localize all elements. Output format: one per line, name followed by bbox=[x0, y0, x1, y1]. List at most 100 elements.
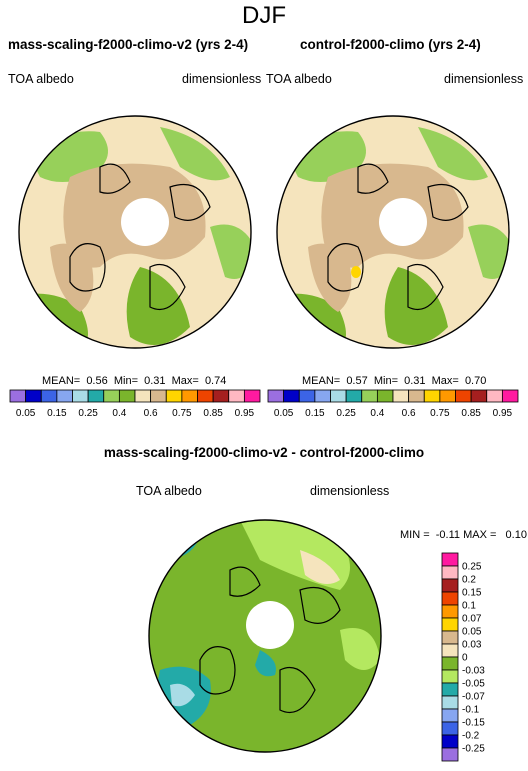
diff-colorbar-swatch bbox=[441, 604, 459, 619]
map-panel2 bbox=[276, 115, 510, 349]
colorbar1-swatch bbox=[228, 389, 245, 403]
panel1-variable-label: TOA albedo bbox=[8, 72, 74, 86]
map1-coastline bbox=[149, 263, 186, 311]
panel2-stats: MEAN= 0.57 Min= 0.31 Max= 0.70 bbox=[302, 375, 487, 387]
colorbar2-swatch bbox=[455, 389, 472, 403]
colorbar1-swatch bbox=[87, 389, 105, 403]
map2-coastline bbox=[407, 263, 444, 311]
diff-colorbar-swatch bbox=[441, 565, 459, 580]
diff-colorbar-swatch bbox=[441, 747, 459, 762]
diff-panel-title: mass-scaling-f2000-climo-v2 - control-f2… bbox=[103, 445, 425, 460]
colorbar1-swatch bbox=[72, 389, 89, 403]
colorbar1-tick-label: 0.6 bbox=[144, 408, 158, 419]
colorbar1-swatch bbox=[165, 389, 183, 403]
map1-green-region bbox=[210, 224, 251, 279]
diff-boundary bbox=[148, 519, 382, 753]
diff-coastline bbox=[299, 586, 341, 624]
diff-colorbar-tick-label: -0.03 bbox=[462, 666, 485, 677]
map2-tan-region bbox=[308, 243, 352, 312]
map1-tan-region bbox=[50, 243, 94, 312]
diff-units-label: dimensionless bbox=[310, 484, 390, 498]
colorbar1-swatch bbox=[150, 389, 167, 403]
diff-colorbar-swatch bbox=[441, 669, 459, 684]
colorbar2-tick-label: 0.25 bbox=[336, 408, 356, 419]
diff-colorbar-tick-label: 0.1 bbox=[462, 601, 476, 612]
map2-coastline bbox=[357, 163, 389, 194]
colorbar1-tick-label: 0.05 bbox=[16, 408, 36, 419]
colorbar-diff: 0.25 0.2 0.15 0.1 0.07 0.05 0.03 0 -0.03 -0.05 -0.… bbox=[441, 552, 485, 762]
colorbar1-swatch bbox=[56, 389, 73, 403]
colorbar2-tick-label: 0.75 bbox=[430, 408, 450, 419]
colorbar2-tick-label: 0.05 bbox=[274, 408, 294, 419]
map2-boundary bbox=[276, 115, 510, 349]
diff-lightgreen-region bbox=[340, 628, 380, 670]
colorbar2-swatch bbox=[314, 389, 331, 403]
colorbar2-swatch bbox=[470, 389, 488, 403]
diff-coastline bbox=[279, 666, 316, 714]
diff-colorbar-swatch bbox=[441, 656, 459, 671]
colorbar2-swatch bbox=[501, 389, 519, 403]
colorbar1-tick-label: 0.95 bbox=[235, 408, 255, 419]
diff-polar-gap bbox=[246, 601, 294, 649]
colorbar2-tick-label: 0.15 bbox=[305, 408, 325, 419]
diff-colorbar-tick-label: 0.2 bbox=[462, 575, 476, 586]
colorbar1-swatch bbox=[181, 389, 198, 403]
map-diff-panel bbox=[148, 519, 382, 753]
panel2-title: control-f2000-climo (yrs 2-4) bbox=[300, 37, 481, 52]
colorbar1-swatch bbox=[197, 389, 214, 403]
diff-coastline bbox=[199, 646, 236, 695]
map2-yellow-spot bbox=[351, 266, 361, 278]
colorbar1-tick-label: 0.25 bbox=[78, 408, 98, 419]
colorbar1-swatch bbox=[103, 389, 120, 403]
diff-colorbar-tick-label: 0.15 bbox=[462, 588, 482, 599]
map1-polar-gap bbox=[121, 198, 169, 246]
diff-colorbar-swatch bbox=[441, 578, 459, 593]
map2-coastline bbox=[327, 243, 364, 292]
map1-boundary bbox=[18, 115, 252, 349]
diff-colorbar-tick-label: -0.25 bbox=[462, 744, 485, 755]
diff-colorbar-swatch bbox=[441, 695, 459, 710]
colorbar2-swatch bbox=[408, 389, 425, 403]
panel1-title: mass-scaling-f2000-climo-v2 (yrs 2-4) bbox=[8, 37, 249, 52]
diff-colorbar-tick-label: 0.03 bbox=[462, 640, 482, 651]
panel1-units-label: dimensionless bbox=[182, 72, 262, 86]
colorbar2-swatch bbox=[392, 389, 410, 403]
diff-colorbar-swatch bbox=[441, 630, 459, 645]
colorbar2-swatch bbox=[486, 389, 503, 403]
colorbar2-swatch bbox=[330, 389, 347, 403]
diff-colorbar-swatch bbox=[441, 708, 459, 723]
map2-green-region bbox=[384, 267, 448, 345]
diff-colorbar-swatch bbox=[441, 721, 459, 736]
colorbar1-tick-label: 0.4 bbox=[112, 408, 126, 419]
diff-colorbar-tick-label: 0 bbox=[462, 653, 468, 664]
colorbar2-swatch bbox=[345, 389, 363, 403]
colorbar2-swatch bbox=[439, 389, 456, 403]
diff-coastline bbox=[229, 566, 261, 597]
diff-colorbar-tick-label: -0.05 bbox=[462, 679, 485, 690]
diff-colorbar-tick-label: 0.25 bbox=[462, 562, 482, 573]
colorbar1-swatch bbox=[243, 389, 261, 403]
panel2-variable-label: TOA albedo bbox=[266, 72, 332, 86]
diff-colorbar-tick-label: -0.1 bbox=[462, 705, 480, 716]
diff-colorbar-swatch bbox=[441, 552, 459, 567]
diff-colorbar-tick-label: 0.05 bbox=[462, 627, 482, 638]
colorbar2-swatch bbox=[267, 389, 285, 403]
map1-coastline bbox=[169, 183, 211, 221]
colorbar1-swatch bbox=[40, 389, 58, 403]
diff-colorbar-tick-label: -0.07 bbox=[462, 692, 485, 703]
map2-polar-gap bbox=[379, 198, 427, 246]
colorbar2-swatch bbox=[376, 389, 394, 403]
colorbar1-tick-label: 0.15 bbox=[47, 408, 67, 419]
map1-green-region bbox=[126, 267, 190, 345]
map2-green-region bbox=[468, 224, 509, 279]
colorbar1-swatch bbox=[118, 389, 136, 403]
diff-lightblue-region bbox=[170, 683, 195, 707]
figure-title: DJF bbox=[242, 2, 286, 29]
diff-teal-region bbox=[255, 650, 276, 677]
diff-colorbar-tick-label: -0.2 bbox=[462, 731, 480, 742]
colorbar2-swatch bbox=[423, 389, 441, 403]
colorbar-panel1: 0.05 0.15 0.25 0.4 0.6 0.75 0.85 0.95 bbox=[9, 389, 261, 419]
diff-colorbar-swatch bbox=[441, 734, 459, 749]
panel2-units-label: dimensionless bbox=[444, 72, 524, 86]
colorbar1-swatch bbox=[134, 389, 152, 403]
